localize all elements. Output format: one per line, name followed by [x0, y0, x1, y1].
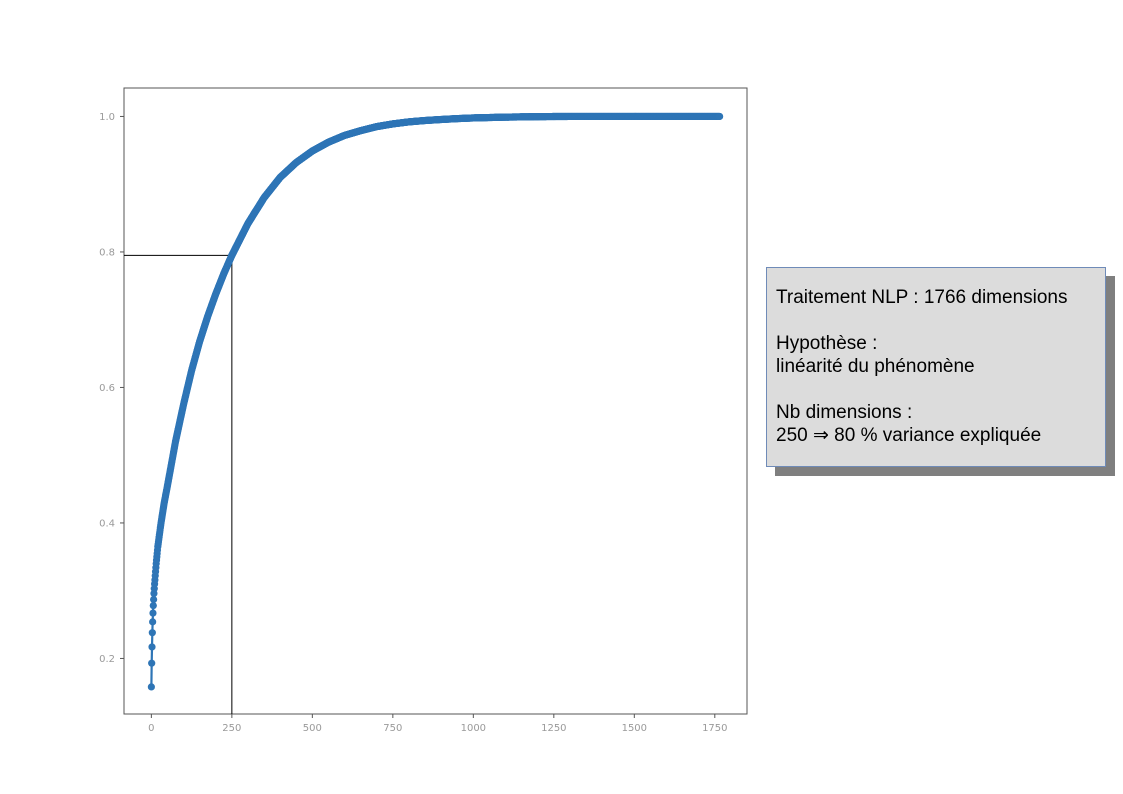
x-axis-ticks: 0 250 500 750 1000 1250 1500 1750 [148, 714, 728, 734]
annotation-line-3: linéarité du phénomène [776, 356, 975, 377]
reference-lines [124, 254, 233, 714]
annotation-line-5: 250 ⇒ 80 % variance expliquée [776, 425, 1042, 446]
x-tick-label: 1750 [702, 723, 727, 734]
x-tick-label: 0 [148, 723, 154, 734]
y-tick-label: 0.2 [99, 654, 115, 665]
data-point [148, 643, 156, 651]
series-layer [147, 112, 724, 691]
annotation-box: Traitement NLP : 1766 dimensions Hypothè… [766, 267, 1106, 467]
annotation-line-4: Nb dimensions : [776, 402, 913, 423]
y-tick-label: 1.0 [99, 112, 115, 123]
data-point [147, 683, 155, 691]
x-tick-label: 250 [222, 723, 241, 734]
y-tick-label: 0.4 [99, 518, 115, 529]
data-point [716, 112, 724, 121]
annotation-line-1: Traitement NLP : 1766 dimensions [776, 287, 1068, 308]
annotation-line-2: Hypothèse : [776, 333, 878, 354]
x-tick-label: 1250 [541, 723, 566, 734]
series-line [150, 115, 720, 687]
x-tick-label: 500 [303, 723, 322, 734]
data-point [149, 602, 157, 610]
plot-frame [123, 87, 748, 715]
data-point [149, 618, 157, 626]
y-tick-label: 0.8 [99, 247, 115, 258]
y-tick-label: 0.6 [99, 383, 115, 394]
data-point [148, 629, 156, 637]
data-point [150, 595, 158, 604]
data-point [148, 659, 156, 667]
x-tick-label: 1500 [622, 723, 647, 734]
x-tick-label: 1000 [461, 723, 486, 734]
y-axis-ticks: 0.2 0.4 0.6 0.8 1.0 [99, 112, 124, 665]
x-tick-label: 750 [383, 723, 402, 734]
data-point [149, 609, 157, 617]
